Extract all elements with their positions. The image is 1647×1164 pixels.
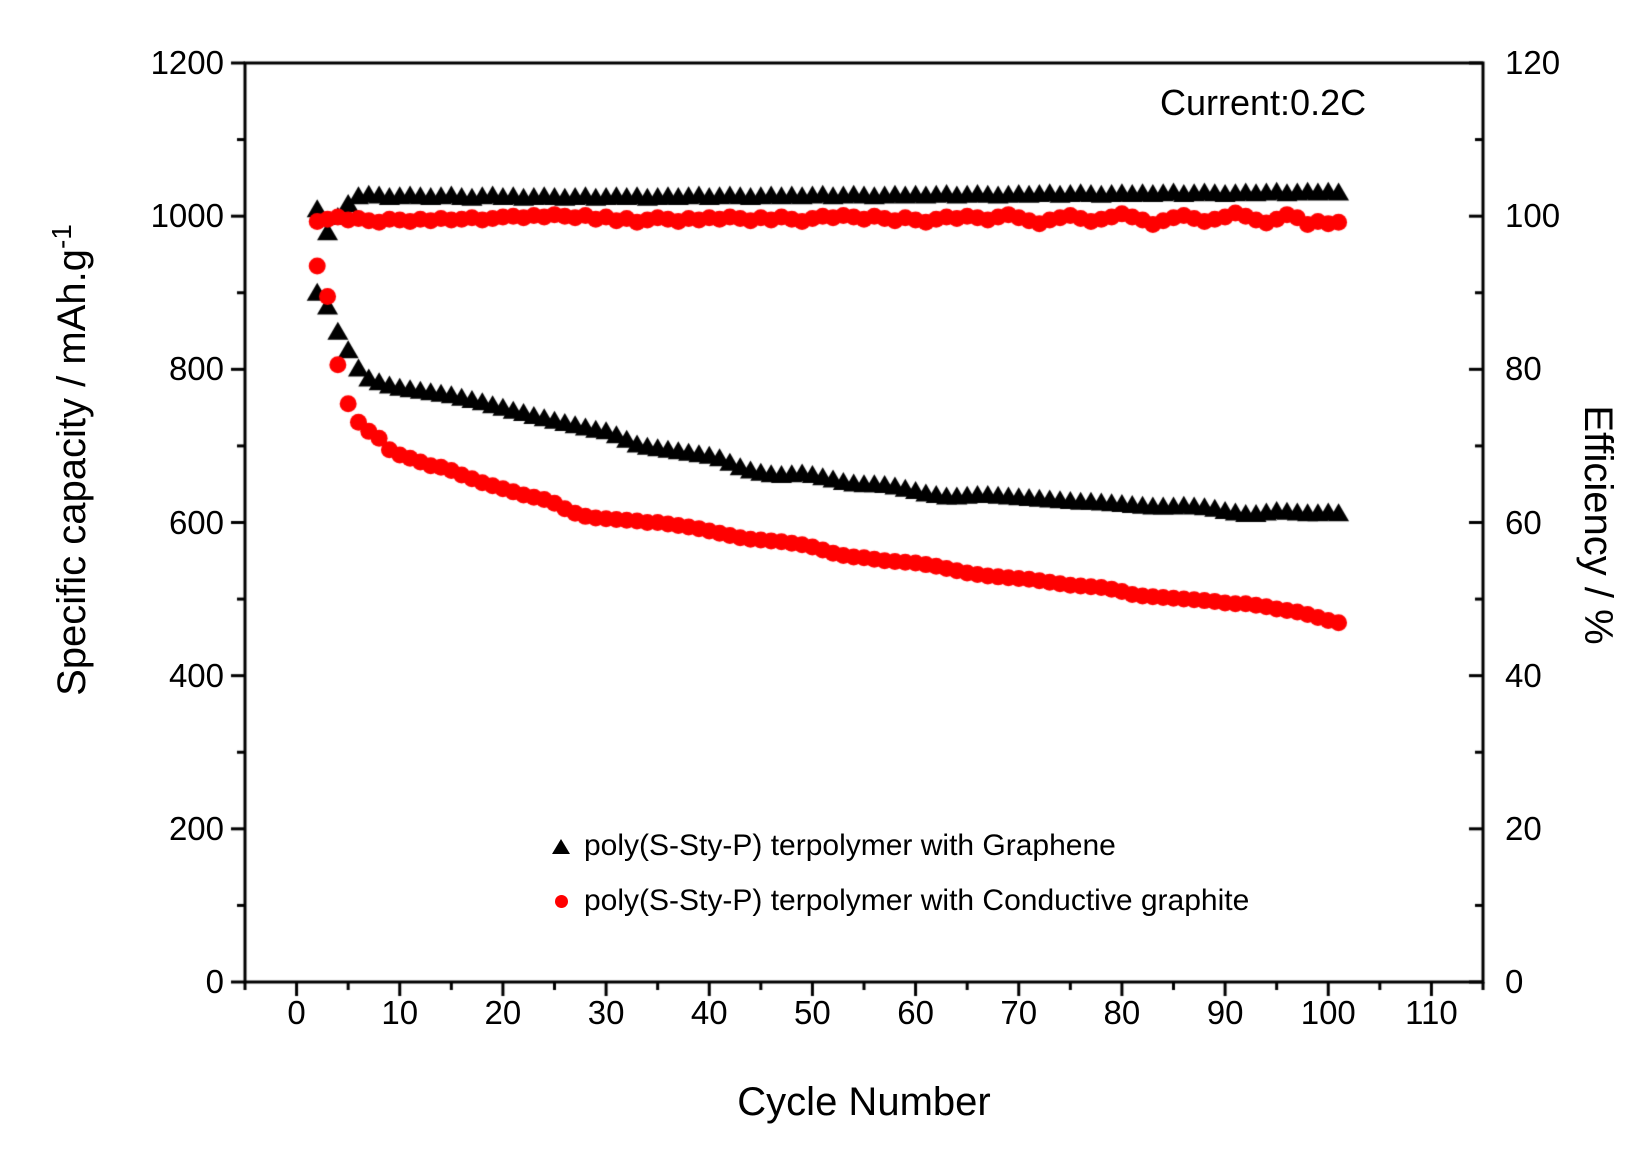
y-right-tick-label: 100: [1505, 197, 1561, 235]
y-left-tick-label: 600: [168, 503, 224, 541]
x-axis-title: Cycle Number: [245, 1080, 1483, 1125]
circle-icon: [554, 894, 568, 908]
y-right-tick-label: 20: [1505, 809, 1542, 847]
x-tick-label: 0: [287, 994, 306, 1031]
legend-marker-wrap: [548, 894, 574, 908]
y-axis-title-right-text: Efficiency / %: [1576, 405, 1620, 645]
x-tick-label: 110: [1405, 994, 1458, 1031]
y-right-tick-label: 60: [1505, 503, 1542, 541]
y-right-tick-label: 0: [1505, 963, 1524, 1000]
x-axis-title-text: Cycle Number: [737, 1080, 991, 1124]
x-tick-label: 100: [1300, 994, 1356, 1031]
x-tick-label: 80: [1103, 994, 1141, 1031]
legend-item-graphene: poly(S-Sty-P) terpolymer with Graphene: [548, 824, 1249, 868]
y-axis-title-left-superscript: -1: [46, 224, 77, 250]
y-axis-title-left-text: Specific capacity / mAh.g: [50, 249, 94, 696]
y-left-tick-label: 400: [168, 656, 224, 694]
y-left-tick-label: 800: [168, 350, 224, 388]
x-tick-label: 90: [1206, 994, 1244, 1031]
x-tick-label: 50: [794, 994, 831, 1031]
x-tick-label: 10: [381, 994, 419, 1031]
triangle-icon: [552, 838, 570, 854]
y-right-tick-label: 80: [1505, 350, 1542, 388]
y-right-tick-label: 40: [1505, 656, 1542, 694]
legend-marker-wrap: [548, 838, 574, 854]
legend-item-label: poly(S-Sty-P) terpolymer with Graphene: [584, 829, 1116, 862]
x-tick-label: 20: [484, 994, 522, 1031]
y-axis-title-left: Specific capacity / mAh.g-1: [44, 110, 100, 810]
x-tick-label: 60: [897, 994, 934, 1031]
y-left-tick-label: 1000: [150, 197, 224, 235]
y-left-tick-label: 200: [168, 809, 224, 847]
current-rate-annotation: Current:0.2C: [1160, 82, 1367, 123]
y-axis-title-right: Efficiency / %: [1570, 175, 1626, 875]
y-left-tick-label: 0: [205, 963, 224, 1000]
x-tick-label: 40: [690, 994, 728, 1031]
y-left-tick-label: 1200: [150, 44, 224, 81]
x-tick-label: 30: [587, 994, 625, 1031]
legend: poly(S-Sty-P) terpolymer with Graphene p…: [548, 824, 1249, 934]
x-tick-label: 70: [1000, 994, 1038, 1031]
y-right-tick-label: 120: [1505, 44, 1561, 81]
legend-item-label: poly(S-Sty-P) terpolymer with Conductive…: [584, 884, 1250, 917]
legend-item-conductive-graphite: poly(S-Sty-P) terpolymer with Conductive…: [548, 879, 1249, 923]
